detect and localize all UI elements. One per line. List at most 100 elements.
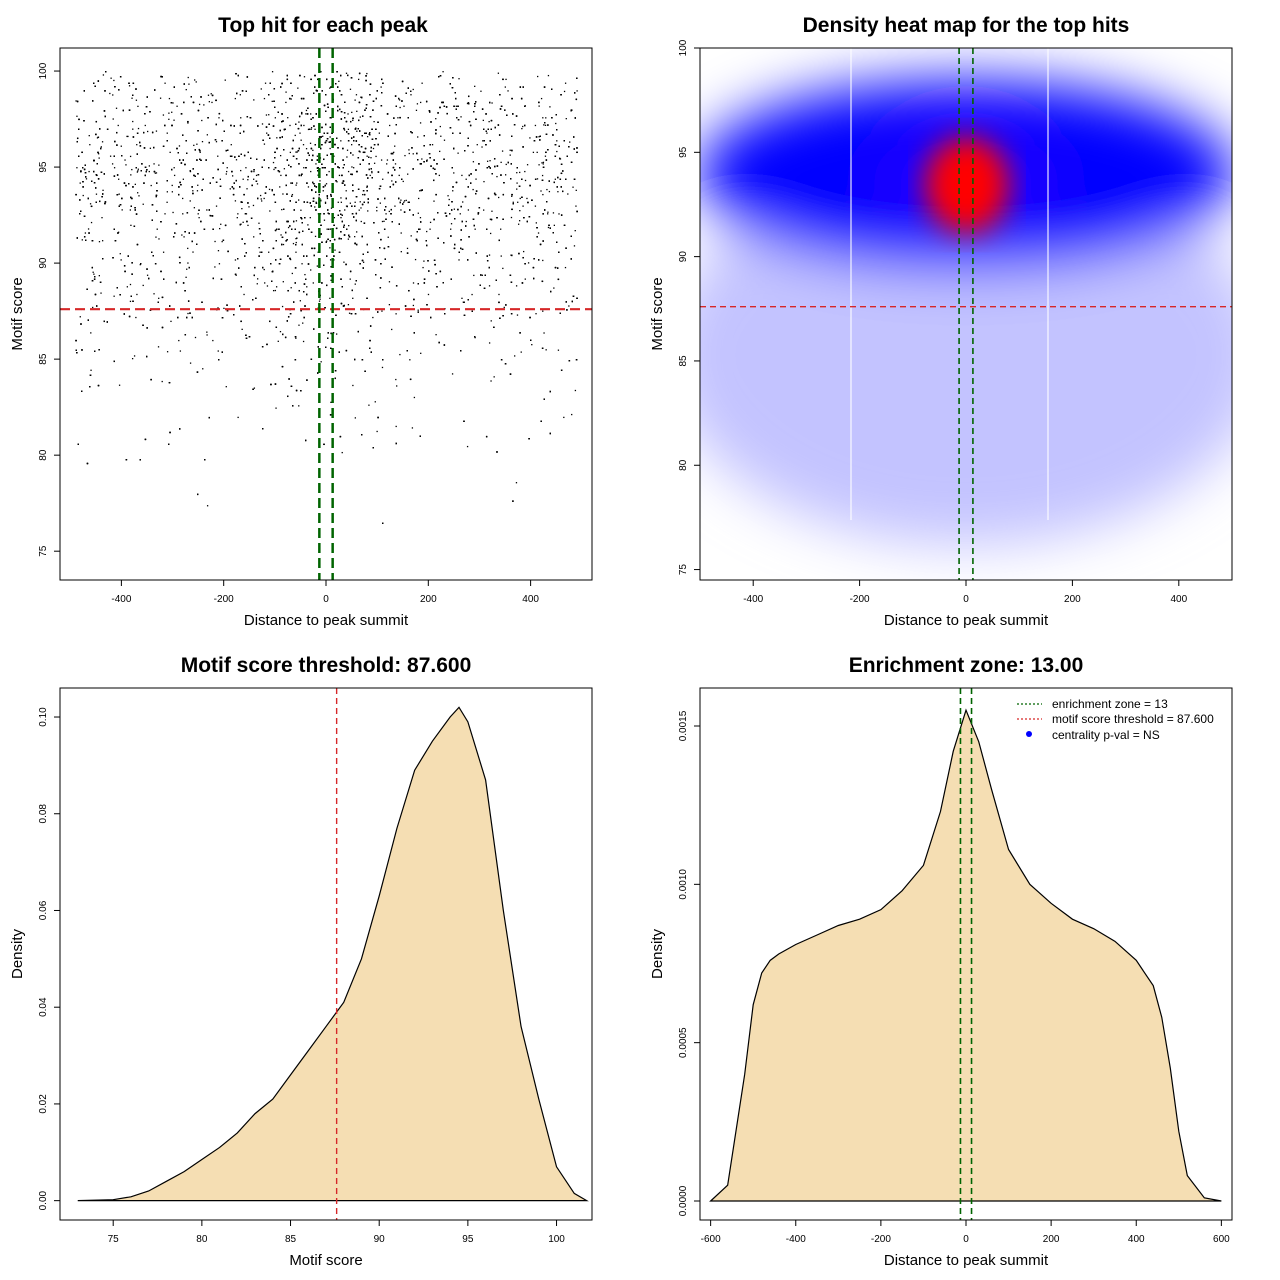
scatter-point [268, 188, 271, 191]
scatter-point [514, 355, 516, 357]
scatter-point [231, 175, 234, 177]
scatter-point [372, 316, 374, 319]
scatter-point [118, 193, 120, 195]
scatter-point [235, 274, 237, 276]
scatter-point [268, 114, 270, 116]
scatter-point [172, 102, 174, 104]
scatter-point [547, 226, 550, 229]
scatter-point [229, 188, 231, 190]
scatter-point [100, 146, 102, 148]
scatter-point [556, 140, 558, 142]
scatter-point [181, 234, 183, 236]
scatter-point [524, 278, 526, 280]
scatter-point [421, 158, 423, 160]
scatter-point [352, 119, 354, 122]
scatter-point [326, 240, 328, 242]
scatter-point [189, 200, 191, 202]
scatter-point [488, 254, 491, 256]
scatter-point [359, 116, 361, 118]
scatter-point [279, 186, 281, 188]
scatter-point [359, 201, 361, 203]
scatter-point [129, 300, 132, 303]
scatter-point [75, 100, 77, 102]
scatter-point [417, 212, 419, 214]
scatter-point [206, 334, 208, 336]
scatter-point [542, 117, 544, 119]
scatter-point [120, 259, 122, 261]
scatter-point [199, 151, 201, 154]
scatter-point [132, 120, 134, 123]
scatter-point [471, 293, 473, 296]
scatter-point [248, 206, 250, 208]
scatter-point [129, 209, 131, 211]
scatter-point [378, 132, 380, 134]
scatter-point [126, 286, 129, 288]
scatter-point [419, 228, 421, 230]
scatter-point [187, 122, 189, 124]
scatter-point [127, 135, 129, 138]
scatter-point [271, 100, 273, 103]
scatter-point [241, 207, 243, 210]
scatter-point [220, 223, 222, 225]
scatter-point [421, 82, 423, 84]
scatter-point [547, 74, 550, 77]
scatter-point [153, 293, 155, 295]
scatter-point [395, 425, 397, 428]
scatter-point [343, 129, 346, 131]
scatter-point [453, 208, 456, 210]
scatter-point [400, 199, 402, 201]
scatter-point [162, 114, 165, 116]
scatter-point [144, 124, 146, 127]
scatter-point [352, 297, 354, 299]
scatter-point [557, 349, 560, 351]
scatter-point [282, 243, 285, 246]
scatter-point [496, 175, 498, 178]
scatter-point [443, 139, 446, 141]
scatter-point [557, 191, 559, 193]
scatter-point [168, 97, 171, 100]
scatter-point [475, 178, 477, 180]
scatter-point [287, 117, 289, 119]
scatter-point [405, 199, 407, 202]
scatter-point [438, 174, 440, 177]
scatter-point [310, 128, 312, 130]
scatter-point [337, 201, 339, 203]
scatter-point [295, 337, 297, 339]
scatter-point [189, 170, 192, 173]
scatter-point [429, 228, 431, 230]
scatter-point [192, 251, 194, 253]
scatter-point [275, 407, 277, 409]
scatter-point [110, 77, 112, 79]
scatter-point [411, 427, 414, 429]
scatter-point [133, 355, 136, 357]
scatter-point [113, 79, 115, 82]
scatter-point [168, 112, 170, 114]
scatter-point [79, 182, 81, 184]
scatter-point [101, 217, 103, 219]
scatter-point [343, 261, 345, 263]
scatter-point [455, 105, 458, 107]
scatter-point [318, 300, 321, 302]
scatter-point [569, 141, 571, 143]
scatter-point [554, 178, 556, 180]
scatter-point [489, 160, 491, 162]
scatter-point [291, 193, 294, 196]
scatter-point [274, 289, 277, 292]
scatter-point [393, 151, 395, 154]
scatter-point [517, 223, 520, 225]
scatter-point [272, 161, 275, 164]
scatter-point [412, 304, 415, 307]
scatter-point [153, 163, 155, 165]
scatter-point [545, 117, 547, 119]
scatter-point [271, 190, 273, 192]
scatter-point [372, 147, 375, 150]
scatter-point [374, 401, 376, 403]
scatter-point [109, 155, 112, 157]
scatter-point [156, 228, 158, 230]
scatter-point [89, 144, 91, 146]
scatter-point [217, 350, 219, 352]
scatter-point [197, 213, 199, 215]
scatter-point [501, 150, 504, 152]
scatter-point [79, 316, 81, 318]
scatter-point [341, 451, 343, 454]
